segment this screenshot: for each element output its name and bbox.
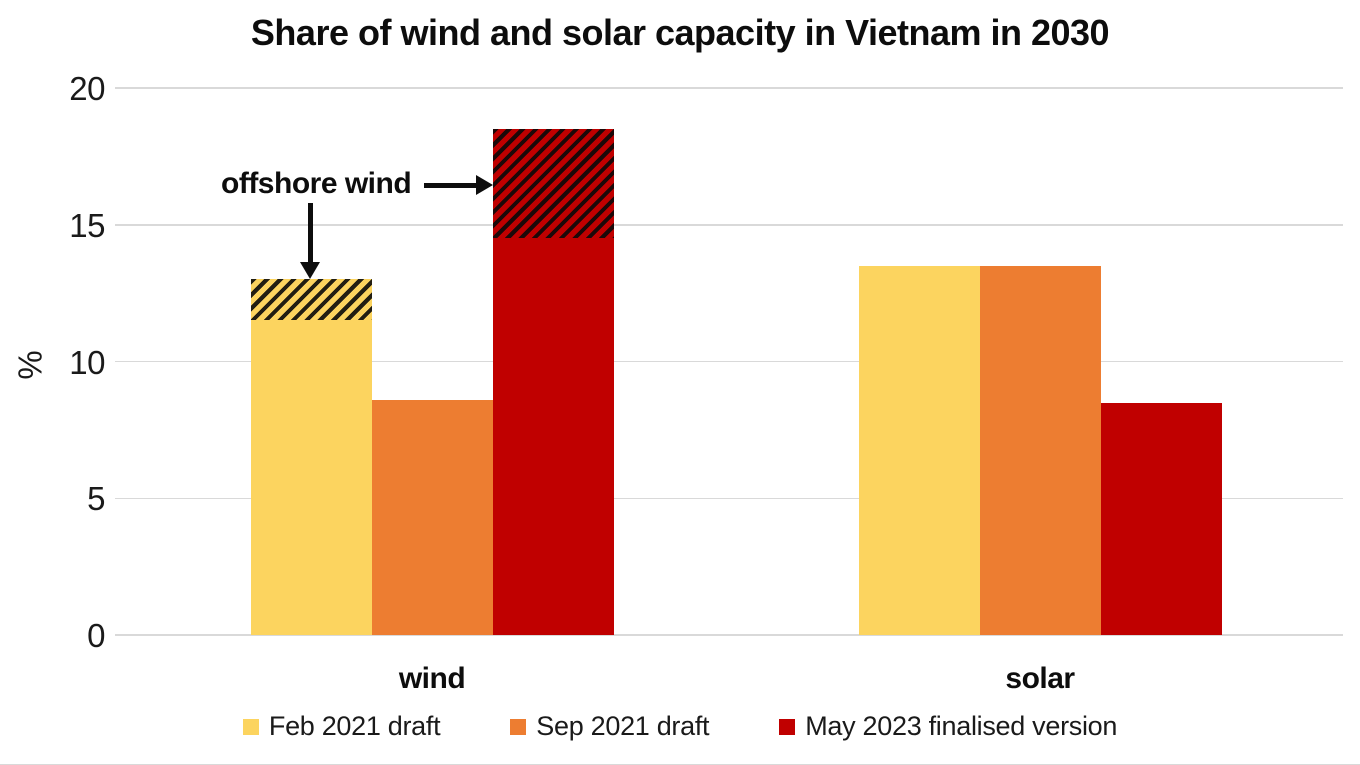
legend-label-sep-2021-draft: Sep 2021 draft [536, 711, 710, 741]
gridline-15 [115, 224, 1343, 226]
legend-swatch-icon-sep-2021-draft [510, 718, 527, 735]
annotation-arrow-right-shaft [424, 183, 477, 188]
y-tick-label-10: 10 [69, 343, 105, 381]
bar-wind-sep-2021-draft [371, 399, 493, 635]
chart-title: Share of wind and solar capacity in Viet… [250, 12, 1110, 53]
annotation-arrow-right-head-icon [476, 175, 493, 195]
gridline-20 [115, 87, 1343, 89]
legend-item-feb-2021-draft: Feb 2021 draft [242, 711, 441, 742]
offshore-wind-annotation: offshore wind [221, 167, 412, 200]
legend-label-feb-2021-draft: Feb 2021 draft [268, 711, 441, 741]
bar-solar-feb-2021-draft [858, 265, 980, 635]
bar-solar-sep-2021-draft [979, 265, 1101, 635]
y-tick-label-15: 15 [69, 206, 105, 244]
gridline-5 [115, 497, 1343, 499]
legend-item-sep-2021-draft: Sep 2021 draft [510, 711, 710, 742]
gridline-10 [115, 360, 1343, 363]
category-label-wind: wind [398, 662, 466, 695]
y-tick-label-5: 5 [87, 480, 105, 518]
legend-swatch-icon-feb-2021-draft [242, 718, 259, 735]
bar-wind-feb-2021-draft [250, 279, 372, 635]
legend-item-may-2023-finalised-version: May 2023 finalised version [779, 711, 1117, 742]
offshore-wind-hatch-wind-may-2023-finalised-version [492, 129, 614, 239]
annotation-arrow-down-head-icon [300, 262, 320, 279]
gridline-0 [115, 634, 1343, 636]
y-tick-label-20: 20 [69, 70, 105, 107]
category-label-solar: solar [1005, 662, 1075, 695]
annotation-arrow-down-shaft [308, 203, 313, 263]
legend: Feb 2021 draft Sep 2021 draft May 2023 fin… [0, 711, 1360, 742]
y-tick-label-0: 0 [87, 617, 105, 654]
legend-swatch-icon-may-2023-finalised-version [779, 718, 796, 735]
offshore-wind-hatch-wind-feb-2021-draft [250, 279, 372, 321]
bar-solar-may-2023-finalised-version [1100, 402, 1222, 635]
bottom-edge-divider [0, 763, 1360, 765]
legend-label-may-2023-finalised-version: May 2023 finalised version [805, 711, 1118, 741]
bar-wind-may-2023-finalised-version [492, 129, 614, 635]
